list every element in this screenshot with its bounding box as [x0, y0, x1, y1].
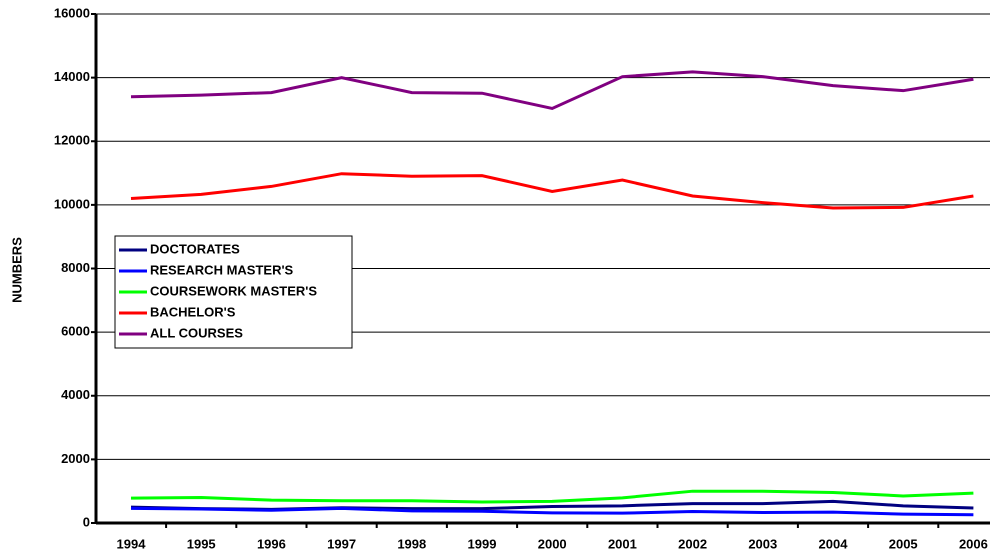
series-line — [130, 506, 974, 517]
legend-box — [114, 235, 353, 349]
x-tick-label: 1995 — [187, 536, 216, 551]
y-tick-label: 8000 — [61, 260, 90, 275]
x-tick-label: 2006 — [959, 536, 988, 551]
y-tick-label: 4000 — [61, 387, 90, 402]
legend-label: BACHELOR'S — [150, 304, 236, 319]
x-tick-label: 2003 — [748, 536, 777, 551]
x-tick-label: 1997 — [327, 536, 356, 551]
legend-label: RESEARCH MASTER'S — [150, 262, 294, 277]
x-tick-label: 2001 — [608, 536, 637, 551]
y-axis-label: NUMBERS — [9, 237, 24, 303]
legend-label: ALL COURSES — [150, 325, 243, 340]
y-tick-label: 14000 — [54, 69, 90, 84]
y-tick-label: 12000 — [54, 133, 90, 148]
legend-label: DOCTORATES — [150, 241, 240, 256]
y-tick-label: 10000 — [54, 196, 90, 211]
x-tick-label: 1994 — [117, 536, 147, 551]
legend-label: COURSEWORK MASTER'S — [150, 283, 317, 298]
series-line — [130, 489, 974, 504]
x-tick-label: 2000 — [538, 536, 567, 551]
x-tick-label: 1998 — [397, 536, 426, 551]
x-tick-label: 1999 — [468, 536, 497, 551]
series-line — [130, 172, 974, 210]
x-tick-label: 2004 — [819, 536, 849, 551]
y-tick-label: 16000 — [54, 5, 90, 20]
series-line — [130, 70, 974, 111]
x-tick-label: 1996 — [257, 536, 286, 551]
y-tick-label: 0 — [83, 514, 90, 529]
x-tick-label: 2002 — [678, 536, 707, 551]
x-tick-label: 2005 — [889, 536, 918, 551]
y-tick-label: 6000 — [61, 324, 90, 339]
y-tick-label: 2000 — [61, 451, 90, 466]
